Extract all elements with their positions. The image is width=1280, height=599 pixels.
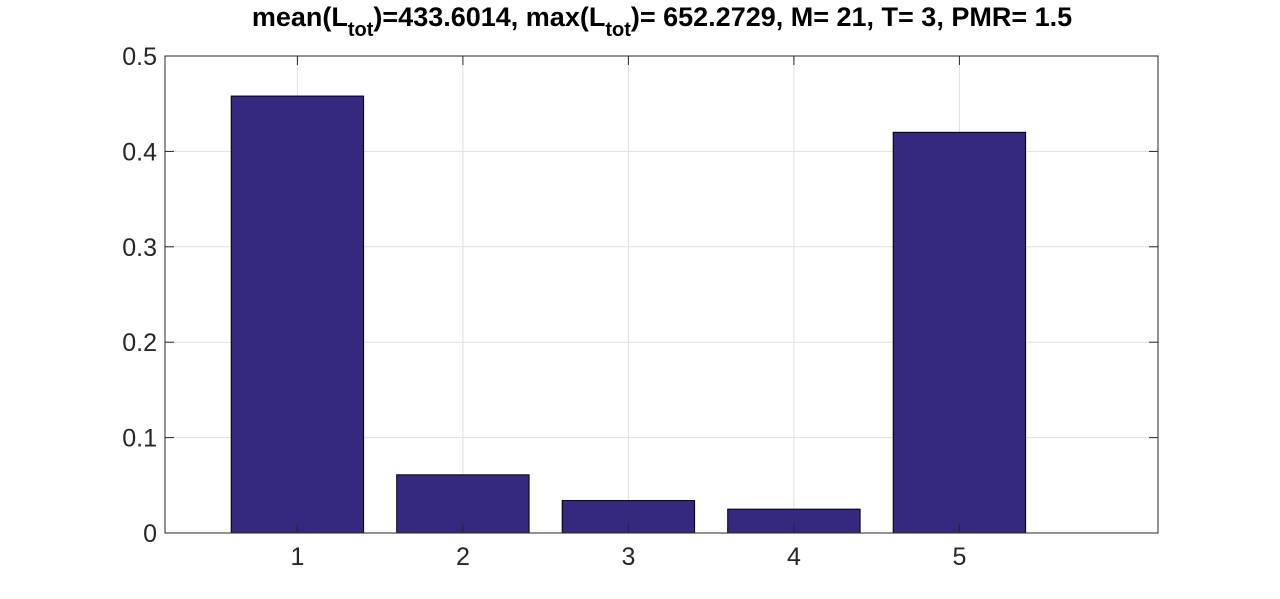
bar-1: [230, 95, 365, 534]
y-tick-label: 0: [143, 520, 157, 548]
y-tick-label: 0.4: [122, 138, 157, 166]
x-tick-label: 5: [952, 543, 966, 571]
title-subscript-1: tot: [348, 19, 374, 41]
bar-5: [892, 131, 1027, 534]
y-tick-label: 0.1: [122, 425, 157, 453]
x-tick-label: 3: [621, 543, 635, 571]
axis-ticks: [165, 55, 1158, 534]
y-tick-label: 0.5: [122, 43, 157, 71]
title-subscript-2: tot: [605, 19, 631, 41]
x-tick-label: 2: [456, 543, 470, 571]
y-tick-label: 0.2: [122, 329, 157, 357]
y-tick-labels: 0 0.1 0.2 0.3 0.4 0.5: [122, 43, 157, 548]
x-tick-labels: 1 2 3 4 5: [290, 543, 966, 571]
x-tick-label: 1: [290, 543, 304, 571]
x-tick-label: 4: [787, 543, 801, 571]
chart-title: mean(Ltot)=433.6014, max(Ltot)= 652.2729…: [252, 2, 1072, 41]
y-tick-label: 0.3: [122, 234, 157, 262]
title-part-1: mean(L: [252, 2, 348, 32]
title-part-2: )=433.6014, max(L: [373, 2, 605, 32]
bars: [230, 95, 1027, 534]
bar-2: [396, 474, 530, 534]
plot-frame: [164, 55, 1159, 534]
title-part-3: )= 652.2729, M= 21, T= 3, PMR= 1.5: [631, 2, 1072, 32]
